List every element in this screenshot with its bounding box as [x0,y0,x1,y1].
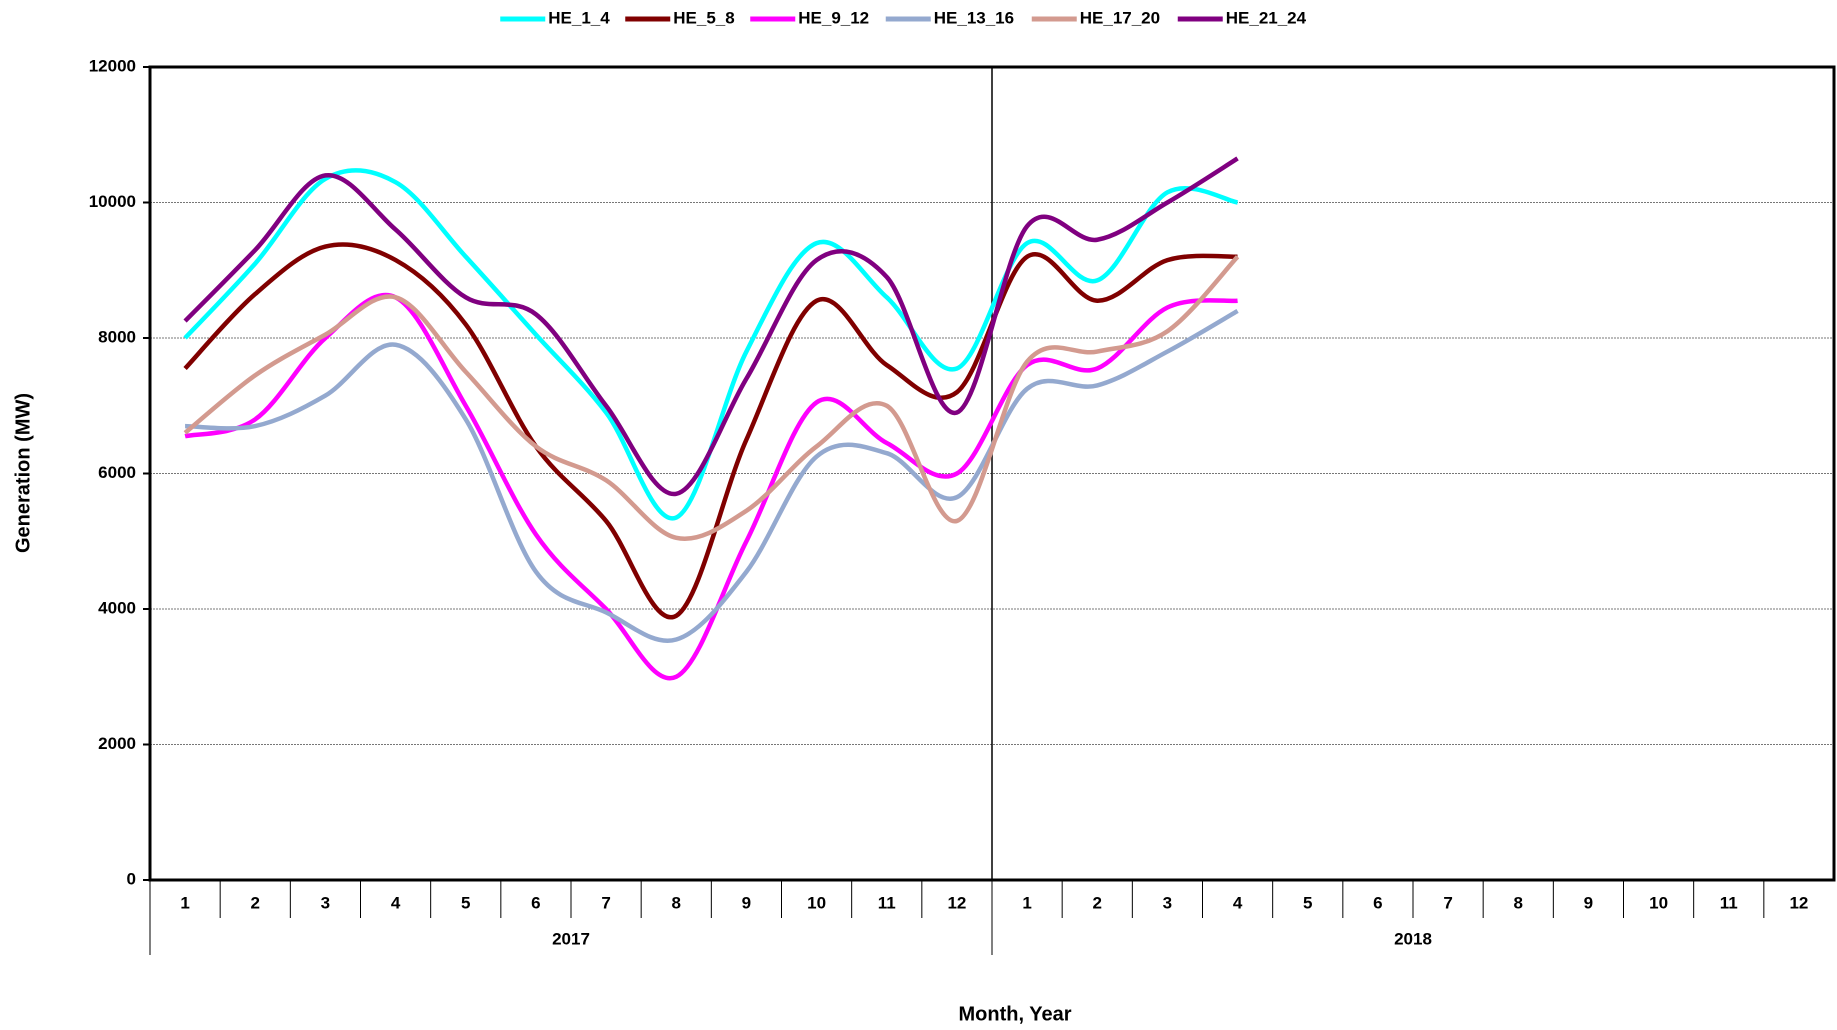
x-tick-label: 9 [1584,893,1593,912]
legend-label: HE_13_16 [934,8,1014,27]
x-tick-label: 10 [1649,893,1668,912]
x-tick-label: 1 [180,893,189,912]
x-tick-label: 9 [742,893,751,912]
x-tick-label: 3 [1163,893,1172,912]
series-line [183,255,1240,542]
y-tick-label: 4000 [98,598,136,617]
legend-label: HE_21_24 [1226,8,1307,27]
x-tick-label: 12 [947,893,966,912]
x-tick-label: 8 [672,893,681,912]
y-tick-label: 0 [127,869,136,888]
series-line [183,168,1239,521]
x-tick-label: 5 [1303,893,1312,912]
series-line [184,292,1238,681]
legend-label: HE_17_20 [1080,8,1160,27]
y-tick-label: 10000 [89,192,136,211]
y-tick-label: 6000 [98,463,136,482]
plot-frame [148,65,1836,882]
y-axis-title: Generation (MW) [12,393,34,553]
x-tick-label: 6 [531,893,540,912]
x-tick-label: 12 [1789,893,1808,912]
legend-label: HE_1_4 [548,8,610,27]
x-axis-title: Month, Year [959,1003,1072,1025]
x-tick-label: 4 [1233,893,1243,912]
series-line [183,156,1239,497]
x-tick-label: 8 [1514,893,1523,912]
series-line [183,242,1238,620]
x-tick-label: 4 [391,893,401,912]
y-tick-label: 2000 [98,734,136,753]
group-label: 2018 [1394,929,1432,948]
x-tick-label: 10 [807,893,826,912]
x-tick-label: 2 [1093,893,1102,912]
group-label: 2017 [552,929,590,948]
x-tick-label: 7 [601,893,610,912]
x-tick-label: 7 [1443,893,1452,912]
x-tick-label: 11 [878,893,896,912]
x-tick-label: 2 [251,893,260,912]
x-tick-label: 5 [461,893,470,912]
legend-label: HE_5_8 [673,8,734,27]
x-tick-label: 1 [1022,893,1031,912]
x-tick-label: 3 [321,893,330,912]
y-tick-label: 8000 [98,327,136,346]
x-tick-label: 11 [1720,893,1738,912]
x-tick-label: 6 [1373,893,1382,912]
legend-label: HE_9_12 [798,8,869,27]
series-line [185,308,1239,643]
y-tick-label: 12000 [89,56,136,75]
